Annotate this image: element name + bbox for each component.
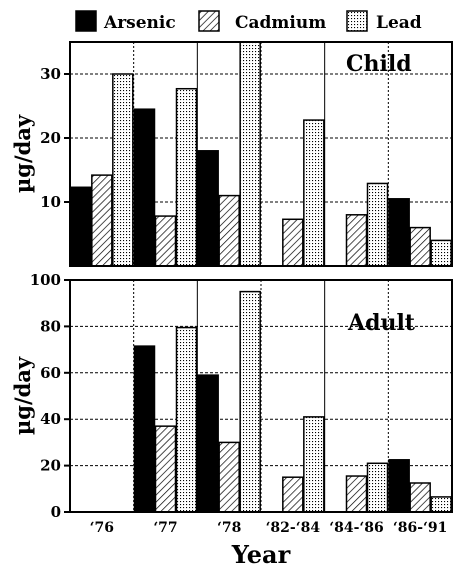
y-tick-label: 30 xyxy=(40,65,61,83)
x-category-labels: ‘76 ‘77 ‘78 ‘82-‘84 ‘84-‘86 ‘86-‘91 xyxy=(90,520,448,536)
bar-child-arsenic xyxy=(388,198,410,267)
bar-child-arsenic xyxy=(133,108,156,267)
legend-swatch-cadmium xyxy=(198,10,220,32)
y-tick-label: 20 xyxy=(40,129,61,147)
x-axis-title: Year xyxy=(231,540,291,569)
legend-swatch-arsenic xyxy=(75,10,97,32)
panel-child: 10 20 30 Child µg/day xyxy=(10,41,453,267)
panel-adult: 0 20 40 60 80 100 Adult µg/day xyxy=(10,271,453,521)
yticks-adult: 0 20 40 60 80 100 xyxy=(30,271,70,521)
y-tick-label: 0 xyxy=(51,503,61,521)
legend-label-lead: Lead xyxy=(376,13,422,33)
bar-child-cadmium xyxy=(91,174,113,267)
legend-label-cadmium: Cadmium xyxy=(235,13,326,33)
x-category-label: ‘77 xyxy=(153,520,177,536)
plot-frame-child xyxy=(69,41,453,267)
bar-child-cadmium xyxy=(282,218,304,267)
bar-child-lead xyxy=(239,41,261,267)
x-category-label: ‘84-‘86 xyxy=(329,520,384,536)
plot-frame-adult xyxy=(69,279,453,513)
bar-adult-lead xyxy=(175,326,198,513)
y-tick-label: 80 xyxy=(40,317,61,335)
y-axis-title-child: µg/day xyxy=(10,114,35,193)
bar-adult-arsenic xyxy=(388,459,410,513)
legend-swatch-lead xyxy=(346,10,368,32)
bar-adult-cadmium xyxy=(218,441,240,513)
bar-adult-cadmium xyxy=(282,476,304,513)
bar-child-arsenic xyxy=(70,186,92,267)
bar-child-cadmium xyxy=(154,215,177,267)
bar-child-lead xyxy=(366,182,389,267)
bar-adult-lead xyxy=(366,462,389,513)
bar-adult-cadmium xyxy=(154,425,177,513)
bar-child-lead xyxy=(303,119,325,267)
bar-adult-lead xyxy=(430,496,452,513)
bar-child-lead xyxy=(430,239,452,267)
bar-child-arsenic xyxy=(197,150,219,267)
grid-adult xyxy=(70,280,452,512)
y-tick-label: 20 xyxy=(40,457,61,475)
bar-adult-arsenic xyxy=(133,345,156,513)
y-tick-label: 40 xyxy=(40,410,61,428)
bar-adult-cadmium xyxy=(409,482,431,513)
bar-child-cadmium xyxy=(345,214,368,267)
x-category-label: ‘78 xyxy=(217,520,241,536)
panel-title-adult: Adult xyxy=(347,310,416,336)
y-tick-label: 100 xyxy=(30,271,61,289)
legend: Arsenic Cadmium Lead xyxy=(75,10,422,33)
yticks-child: 10 20 30 xyxy=(40,65,70,211)
bar-child-cadmium xyxy=(409,226,431,267)
y-tick-label: 10 xyxy=(40,193,61,211)
x-category-label: ‘86-‘91 xyxy=(393,520,448,536)
y-axis-title-adult: µg/day xyxy=(10,356,35,435)
x-category-label: ‘76 xyxy=(90,520,114,536)
bar-child-cadmium xyxy=(218,194,240,267)
bar-adult-arsenic xyxy=(197,374,219,513)
x-category-label: ‘82-‘84 xyxy=(266,520,321,536)
y-tick-label: 60 xyxy=(40,364,61,382)
grid-child xyxy=(70,42,452,266)
bar-child-lead xyxy=(112,73,134,267)
bar-adult-lead xyxy=(303,416,325,513)
legend-label-arsenic: Arsenic xyxy=(103,13,176,33)
panel-title-child: Child xyxy=(346,51,412,77)
bar-child-lead xyxy=(175,87,198,267)
bar-adult-lead xyxy=(239,290,261,513)
bar-adult-cadmium xyxy=(345,475,368,513)
